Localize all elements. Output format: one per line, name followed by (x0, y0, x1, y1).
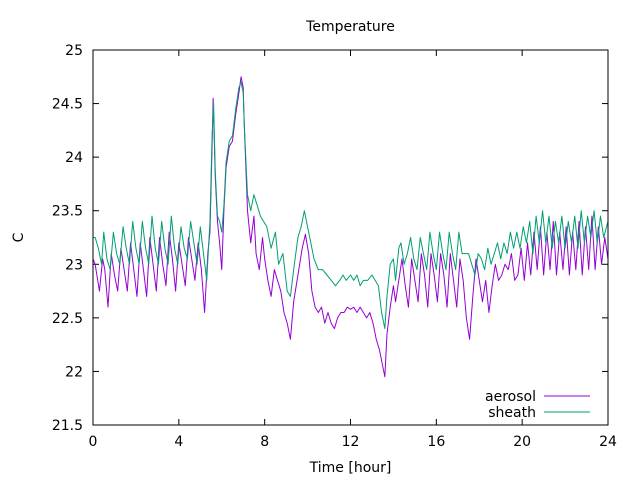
y-tick-label: 23 (65, 257, 83, 273)
y-tick-label: 24.5 (52, 97, 83, 113)
x-tick-label: 0 (89, 434, 98, 450)
x-tick-label: 12 (342, 434, 360, 450)
series-line-aerosol (92, 76, 609, 378)
x-tick-label: 8 (260, 434, 269, 450)
x-tick-label: 4 (174, 434, 183, 450)
legend-label-sheath: sheath (488, 405, 536, 421)
series-layer (92, 76, 609, 378)
x-axis-title: Time [hour] (309, 460, 392, 476)
y-tick-label: 21.5 (52, 418, 83, 434)
chart-title: Temperature (305, 19, 395, 35)
y-tick-label: 22.5 (52, 311, 83, 327)
x-tick-label: 24 (599, 434, 617, 450)
y-tick-label: 23.5 (52, 204, 83, 220)
x-tick-label: 16 (427, 434, 445, 450)
legend-label-aerosol: aerosol (485, 389, 536, 405)
y-tick-label: 22 (65, 364, 83, 380)
y-tick-label: 24 (65, 150, 83, 166)
x-tick-label: 20 (513, 434, 531, 450)
y-tick-label: 25 (65, 43, 83, 59)
series-line-sheath (93, 81, 609, 330)
y-axis-title: C (11, 232, 27, 242)
plot-frame (92, 49, 609, 426)
